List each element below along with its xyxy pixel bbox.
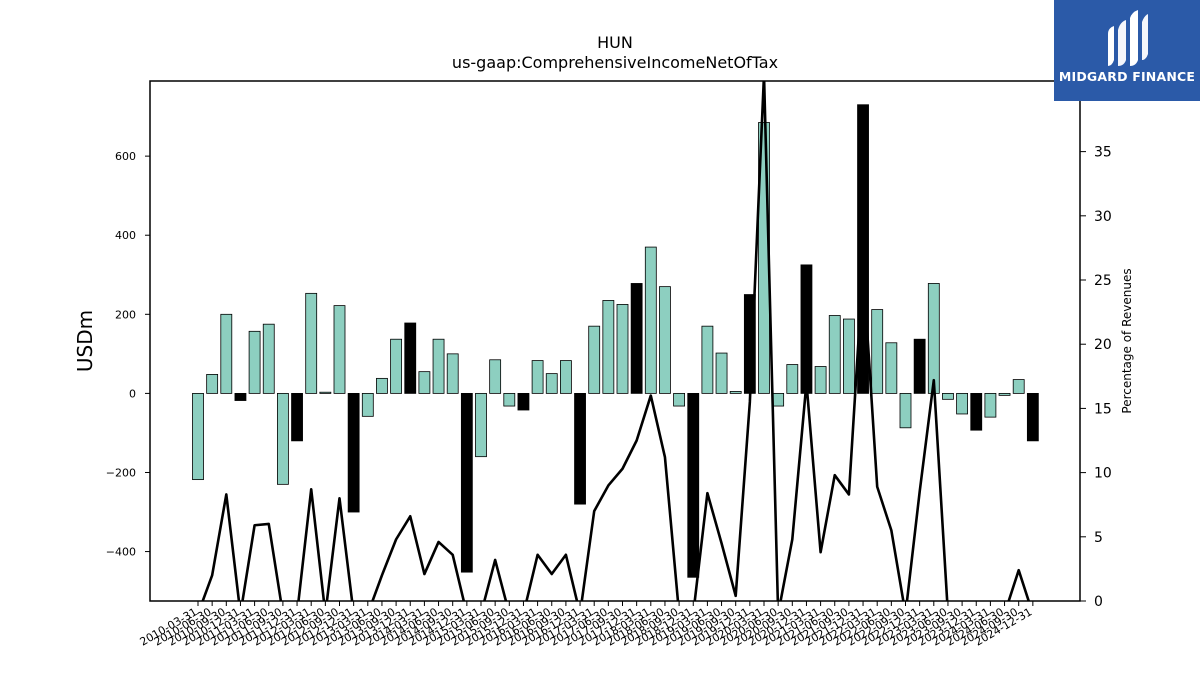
bar [361, 392, 374, 417]
bar [913, 338, 926, 394]
bar [998, 392, 1011, 396]
bar [503, 392, 516, 407]
y2-axis-ticks: 0 5 10 15 20 25 30 35 [1080, 145, 1112, 610]
bar [644, 246, 657, 394]
y-tick-label: −200 [106, 466, 136, 479]
bar [970, 392, 983, 431]
chart-subtitle: us-gaap:ComprehensiveIncomeNetOfTax [452, 53, 778, 72]
y2-axis-label: Percentage of Revenues [1120, 268, 1134, 413]
bar [659, 286, 671, 394]
bar [857, 104, 869, 394]
bar [560, 360, 572, 394]
bar [772, 392, 785, 407]
bar [729, 391, 742, 394]
bar [404, 322, 417, 394]
bar [432, 338, 445, 394]
bar [673, 392, 685, 407]
y2-tick-label: 35 [1094, 145, 1112, 161]
bar [899, 392, 912, 429]
bar [390, 338, 403, 394]
bar [701, 325, 714, 394]
bar [871, 309, 884, 394]
bar [814, 366, 827, 394]
bar [602, 300, 615, 394]
y-tick-label: 400 [115, 229, 136, 242]
bar [220, 313, 233, 394]
bar [1012, 379, 1025, 394]
bar [927, 283, 940, 394]
y-axis-label: USDm [73, 310, 97, 372]
bar [333, 305, 346, 394]
bar [460, 392, 473, 573]
y2-tick-label: 25 [1094, 273, 1112, 289]
bar [234, 392, 247, 401]
brand-logo: MIDGARD FINANCE [1054, 0, 1200, 101]
bar [715, 352, 728, 394]
bar [588, 325, 601, 394]
line-series [201, 81, 1031, 601]
midgard-logo-icon [1108, 10, 1148, 66]
bar [956, 392, 968, 415]
plot-frame [149, 80, 1081, 602]
y-tick-label: 200 [115, 308, 136, 321]
bar [319, 391, 332, 394]
y2-tick-label: 0 [1094, 594, 1103, 610]
bar [828, 315, 841, 394]
y-tick-label: 0 [129, 387, 136, 400]
bar [262, 323, 275, 394]
bar [843, 318, 855, 394]
bar [687, 392, 700, 578]
bar [248, 330, 261, 394]
bar [616, 304, 629, 394]
y2-tick-label: 30 [1094, 209, 1112, 225]
percentage-line [201, 81, 1031, 601]
bar [276, 392, 289, 485]
bar [574, 392, 586, 505]
bar [192, 392, 204, 481]
y2-tick-label: 20 [1094, 337, 1112, 353]
y2-tick-label: 10 [1094, 466, 1112, 482]
bar [545, 373, 558, 394]
y-tick-label: −400 [106, 546, 136, 559]
y2-tick-label: 5 [1094, 530, 1103, 546]
bar-series [192, 104, 1039, 578]
bar [291, 392, 303, 442]
bar [885, 342, 898, 394]
bar [786, 364, 799, 394]
bar [1026, 392, 1039, 442]
bar [305, 292, 318, 394]
x-axis-ticks: 2010-03-312010-06-302010-09-302010-12-31… [138, 601, 1034, 649]
bar [942, 392, 954, 400]
bar [446, 353, 459, 394]
y-axis-ticks: −400 −200 0 200 400 600 [106, 150, 150, 559]
bar [206, 374, 219, 394]
bar [418, 371, 431, 394]
bar [376, 377, 388, 394]
y-tick-label: 600 [115, 150, 136, 163]
bar [531, 360, 544, 394]
bar [347, 392, 360, 513]
brand-name: MIDGARD FINANCE [1058, 69, 1196, 84]
bar [517, 392, 530, 411]
bar [630, 283, 643, 394]
bar [984, 392, 997, 418]
chart-title: HUN [597, 33, 633, 52]
bar [475, 392, 487, 458]
bar [489, 359, 502, 394]
y2-tick-label: 15 [1094, 401, 1112, 417]
bar [800, 264, 813, 394]
